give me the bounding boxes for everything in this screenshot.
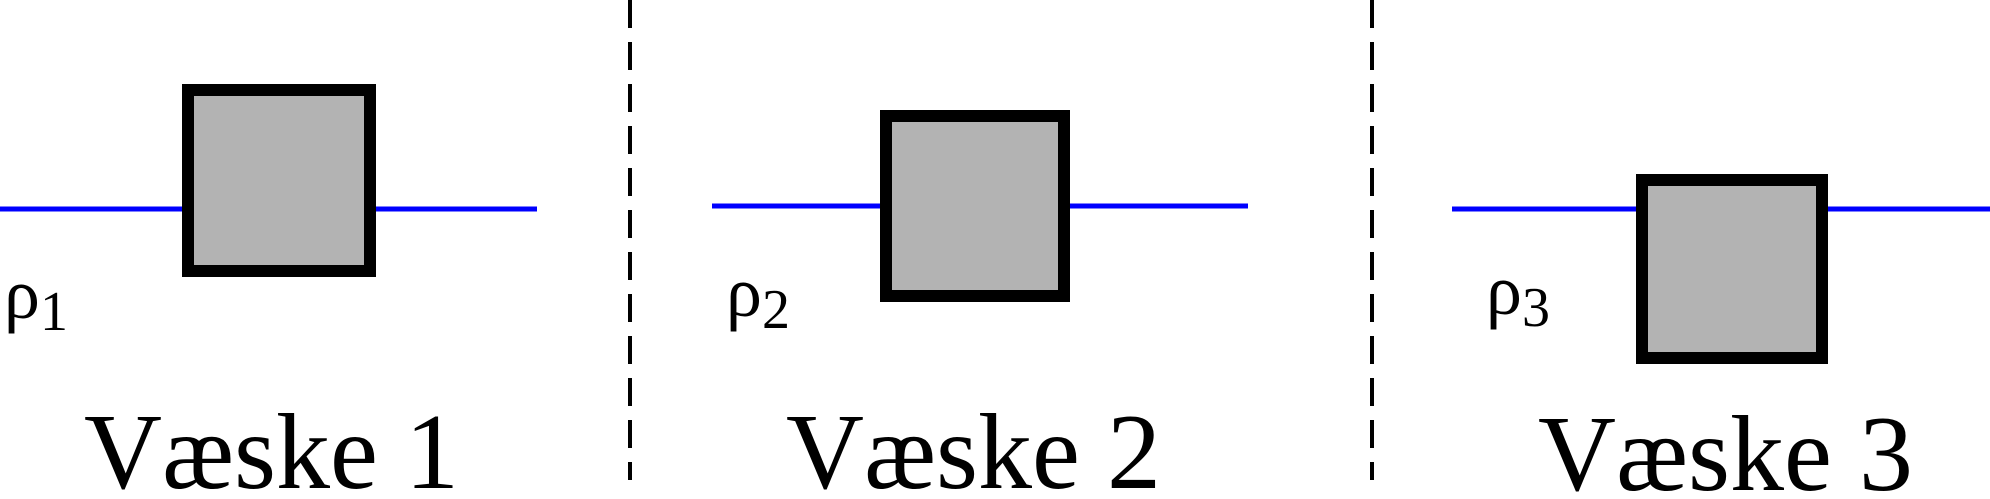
density-symbol: ρ <box>726 252 762 332</box>
panel-caption: Væske 3 <box>1538 395 1913 499</box>
density-subscript: 2 <box>762 279 790 341</box>
density-label: ρ3 <box>1486 250 1550 339</box>
panel-2: ρ2 Væske 2 <box>712 110 1248 499</box>
density-subscript: 1 <box>40 281 68 343</box>
panel-1: ρ1 Væske 1 <box>0 84 537 499</box>
panel-caption: Væske 2 <box>786 393 1161 499</box>
panel-3: ρ3 Væske 3 <box>1452 174 1990 499</box>
density-subscript: 3 <box>1522 277 1550 339</box>
density-label: ρ1 <box>4 254 68 343</box>
density-label: ρ2 <box>726 252 790 341</box>
density-symbol: ρ <box>4 254 40 334</box>
floating-block <box>182 84 376 277</box>
floating-block <box>880 110 1070 302</box>
panel-caption: Væske 1 <box>84 393 459 499</box>
floating-block <box>1636 174 1828 364</box>
density-symbol: ρ <box>1486 250 1522 330</box>
